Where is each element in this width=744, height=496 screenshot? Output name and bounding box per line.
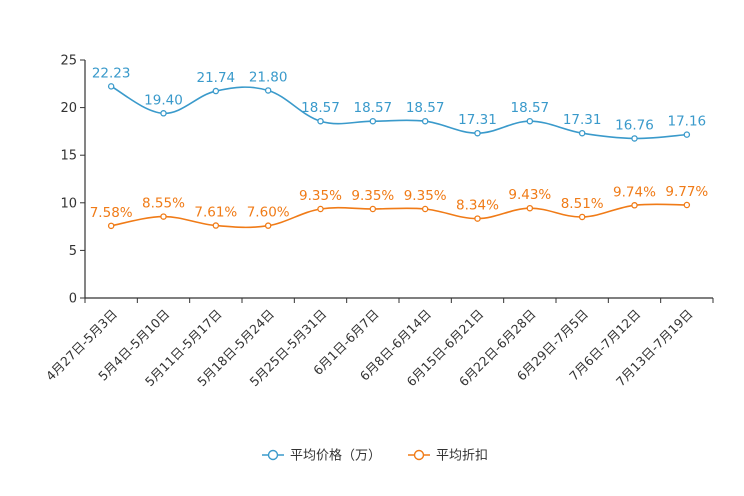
- data-label: 7.60%: [247, 205, 290, 221]
- legend: 平均价格（万） 平均折扣: [262, 448, 488, 464]
- data-label: 8.34%: [456, 198, 499, 214]
- data-point[interactable]: [369, 205, 377, 213]
- data-point[interactable]: [160, 213, 167, 220]
- x-axis: 4月27日-5月3日5月4日-5月10日5月11日-5月17日5月18日-5月2…: [43, 297, 714, 389]
- data-label: 17.31: [458, 112, 497, 128]
- data-point[interactable]: [474, 215, 481, 222]
- y-tick-label: 15: [60, 149, 77, 164]
- data-label: 18.57: [511, 100, 550, 116]
- data-point[interactable]: [526, 204, 534, 212]
- data-point[interactable]: [107, 222, 115, 230]
- data-point[interactable]: [212, 222, 220, 229]
- legend-label: 平均折扣: [436, 449, 488, 464]
- data-point[interactable]: [631, 135, 638, 142]
- data-label: 9.35%: [404, 188, 447, 204]
- data-point[interactable]: [264, 222, 272, 229]
- series-line: [111, 203, 687, 229]
- data-label: 9.77%: [665, 184, 708, 200]
- data-label: 21.80: [249, 69, 288, 85]
- y-tick-label: 5: [69, 244, 77, 259]
- series-0: 22.23 19.40 21.74 21.80 18.57 18.57 18.57 17.31…: [92, 65, 707, 142]
- data-label: 9.74%: [613, 184, 656, 200]
- data-label: 9.43%: [508, 187, 551, 203]
- data-label: 17.31: [563, 112, 602, 128]
- data-label: 22.23: [92, 65, 131, 81]
- data-point[interactable]: [526, 117, 534, 125]
- data-point[interactable]: [107, 83, 115, 90]
- data-label: 19.40: [144, 92, 183, 108]
- data-point[interactable]: [264, 87, 272, 94]
- data-point[interactable]: [421, 205, 429, 213]
- data-point[interactable]: [212, 87, 220, 95]
- data-point[interactable]: [421, 117, 429, 125]
- data-point[interactable]: [578, 129, 586, 137]
- data-label: 18.57: [301, 100, 340, 116]
- y-tick-label: 10: [60, 196, 77, 211]
- data-label: 8.51%: [561, 196, 604, 212]
- data-label: 16.76: [615, 117, 654, 133]
- legend-item-0[interactable]: 平均价格（万）: [262, 448, 381, 464]
- data-point[interactable]: [578, 213, 586, 221]
- data-label: 8.55%: [142, 196, 185, 212]
- y-tick-label: 20: [60, 101, 77, 116]
- data-label: 7.58%: [90, 205, 133, 221]
- y-tick-label: 0: [69, 292, 77, 307]
- legend-marker-icon: [413, 449, 425, 461]
- y-axis: 0 5 10 15 20 25: [60, 54, 86, 307]
- data-label: 9.35%: [351, 188, 394, 204]
- data-point[interactable]: [631, 202, 638, 209]
- legend-item-1[interactable]: 平均折扣: [408, 449, 488, 464]
- data-point[interactable]: [683, 201, 691, 209]
- data-point[interactable]: [474, 129, 481, 137]
- series-layer: 22.23 19.40 21.74 21.80 18.57 18.57 18.57 17.31…: [90, 65, 708, 230]
- data-label: 21.74: [197, 70, 236, 86]
- data-point[interactable]: [369, 117, 377, 125]
- data-label: 7.61%: [194, 205, 237, 221]
- data-label: 9.35%: [299, 188, 342, 204]
- legend-label: 平均价格（万）: [290, 448, 381, 464]
- data-point[interactable]: [317, 205, 324, 213]
- series-line: [110, 85, 687, 140]
- data-point[interactable]: [317, 117, 324, 125]
- data-label: 17.16: [668, 114, 707, 130]
- series-1: 7.58% 8.55% 7.61% 7.60% 9.35% 9.35% 9.35% 8.34%…: [90, 184, 708, 230]
- legend-marker-icon: [267, 449, 279, 461]
- data-point[interactable]: [160, 110, 167, 117]
- data-label: 18.57: [406, 100, 445, 116]
- data-point[interactable]: [683, 131, 691, 138]
- data-label: 18.57: [354, 100, 393, 116]
- y-tick-label: 25: [60, 54, 77, 69]
